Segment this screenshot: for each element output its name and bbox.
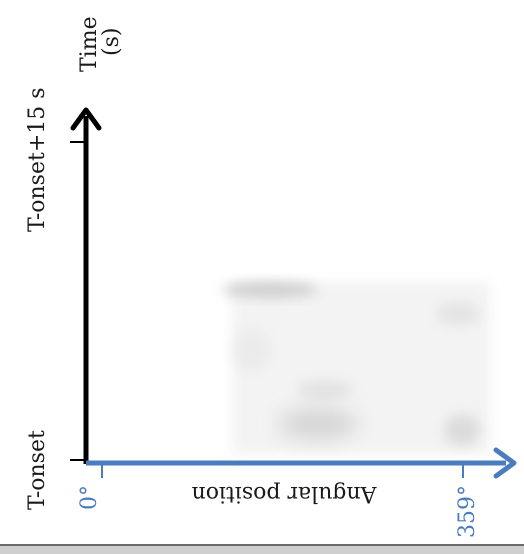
heatmap-blob-mid	[297, 380, 353, 400]
bottom-rule	[0, 544, 524, 554]
x-axis-title: Angular position	[192, 481, 378, 506]
y-axis-arrowhead	[70, 107, 102, 131]
y-axis: T-onset+15 s T-onset Time (s)	[25, 16, 124, 510]
y-tick-label-top: T-onset+15 s	[25, 87, 50, 232]
x-tick-label-right: 359°	[455, 485, 480, 538]
heatmap	[222, 282, 490, 454]
heatmap-blob-bottom	[278, 408, 358, 440]
y-axis-title-line1: Time	[77, 16, 102, 72]
x-axis: 0° 359° Angular position	[77, 447, 517, 538]
x-tick-label-left: 0°	[77, 485, 102, 510]
heatmap-blob-right-top	[436, 302, 480, 326]
heatmap-blob-top	[222, 282, 318, 298]
heatmap-blob-left	[234, 328, 270, 372]
y-tick-label-bottom: T-onset	[25, 430, 50, 510]
y-axis-title-line2: (s)	[99, 28, 124, 56]
x-axis-arrowhead	[493, 447, 517, 479]
heatmap-blob-right-bottom	[444, 414, 480, 446]
